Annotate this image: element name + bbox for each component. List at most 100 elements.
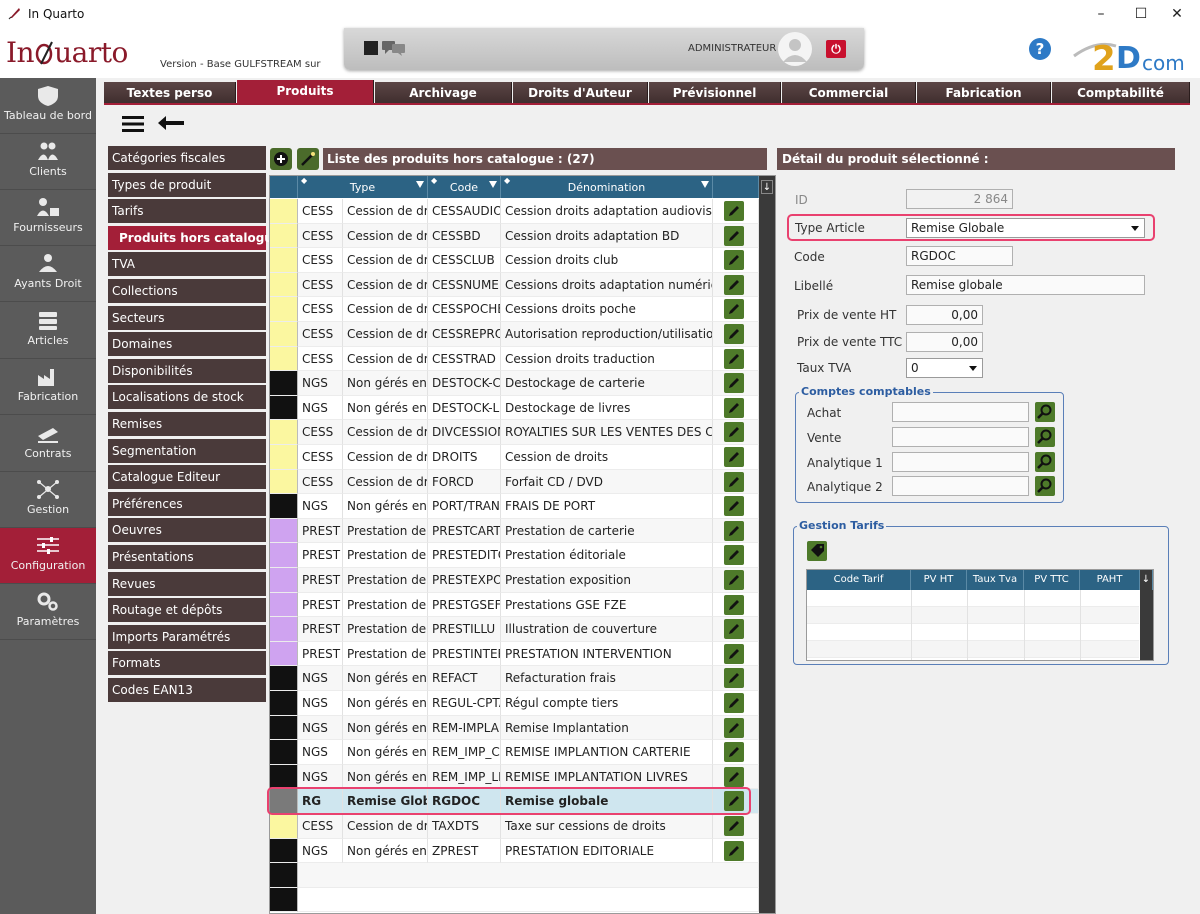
code-field[interactable]: RGDOC xyxy=(906,246,1013,266)
chat-icon[interactable] xyxy=(382,39,406,57)
type-article-select[interactable]: Remise Globale xyxy=(906,218,1145,238)
pv-ht-field[interactable]: 0,00 xyxy=(906,305,983,325)
edit-row-button[interactable] xyxy=(724,348,744,369)
tarif-row[interactable] xyxy=(807,590,1139,607)
taux-tva-header[interactable]: Taux Tva xyxy=(967,570,1024,590)
edit-row-button[interactable] xyxy=(724,397,744,418)
table-row[interactable]: CESS Cession de dro CESSNUMER Cessions droi… xyxy=(270,272,775,298)
sidebar-item-configuration[interactable]: Configuration xyxy=(0,528,96,584)
sidebar-item-ayants-droit[interactable]: Ayants Droit xyxy=(0,246,96,302)
table-row[interactable]: CESS Cession de dro CESSCLUB Cession droits… xyxy=(270,248,775,273)
tab-fabrication[interactable]: Fabrication xyxy=(917,82,1051,104)
user-avatar-icon[interactable] xyxy=(778,32,812,66)
tab-comptabilité[interactable]: Comptabilité xyxy=(1052,82,1190,104)
submenu-item-routage-et-dépôts[interactable]: Routage et dépôts xyxy=(108,598,266,623)
analytique2-search-button[interactable] xyxy=(1035,476,1055,496)
sidebar-item-fabrication[interactable]: Fabrication xyxy=(0,359,96,415)
submenu-item-catalogue-editeur[interactable]: Catalogue Editeur xyxy=(108,465,266,490)
edit-row-button[interactable] xyxy=(724,201,744,221)
edit-row-button[interactable] xyxy=(724,299,744,320)
edit-row-button[interactable] xyxy=(724,717,744,738)
table-row[interactable]: CESS Cession de dro CESSTRAD Cession droits… xyxy=(270,346,775,372)
analytique2-field[interactable] xyxy=(892,476,1029,496)
edit-row-button[interactable] xyxy=(724,570,744,590)
edit-row-button[interactable] xyxy=(724,693,744,713)
edit-row-button[interactable] xyxy=(724,274,744,295)
tab-commercial[interactable]: Commercial xyxy=(782,82,916,104)
edit-row-button[interactable] xyxy=(724,225,744,246)
back-arrow-icon[interactable] xyxy=(156,114,186,134)
submenu-item-remises[interactable]: Remises xyxy=(108,411,266,436)
table-row[interactable]: NGS Non gérés en s REM-IMPLAN Remise Implan… xyxy=(270,715,775,741)
edit-row-button[interactable] xyxy=(724,619,744,640)
edit-row-button[interactable] xyxy=(724,816,744,836)
edit-row-button[interactable] xyxy=(724,766,744,787)
pv-ttc-field[interactable]: 0,00 xyxy=(906,332,983,352)
paht-header[interactable]: PAHT xyxy=(1080,570,1140,590)
help-icon[interactable]: ? xyxy=(1029,38,1051,60)
sidebar-item-paramètres[interactable]: Paramètres xyxy=(0,584,96,640)
submenu-item-oeuvres[interactable]: Oeuvres xyxy=(108,518,266,543)
table-row[interactable]: NGS Non gérés en s REM_IMP_CA REMISE IMPLAN… xyxy=(270,740,775,765)
tarif-row[interactable] xyxy=(807,641,1139,658)
edit-row-button[interactable] xyxy=(724,520,744,541)
grid-scrollbar[interactable]: ↓ xyxy=(759,176,775,913)
edit-row-button[interactable] xyxy=(724,471,744,492)
table-row[interactable]: NGS Non gérés en s PORT/TRANS FRAIS DE PORT xyxy=(270,494,775,519)
edit-row-button[interactable] xyxy=(724,545,744,566)
table-row[interactable]: NGS Non gérés en s REGUL-CPTA Régul compte … xyxy=(270,691,775,716)
sidebar-item-contrats[interactable]: Contrats xyxy=(0,416,96,472)
submenu-item-revues[interactable]: Revues xyxy=(108,571,266,596)
submenu-item-tarifs[interactable]: Tarifs xyxy=(108,199,266,224)
vente-search-button[interactable] xyxy=(1035,427,1055,447)
submenu-item-types-de-produit[interactable]: Types de produit xyxy=(108,172,266,197)
submenu-item-localisations-de-stock[interactable]: Localisations de stock xyxy=(108,385,266,410)
edit-row-button[interactable] xyxy=(724,668,744,689)
edit-row-button[interactable] xyxy=(724,791,744,812)
submenu-item-catégories-fiscales[interactable]: Catégories fiscales xyxy=(108,146,266,170)
submenu-item-imports-paramétrés[interactable]: Imports Paramétrés xyxy=(108,624,266,649)
menu-icon[interactable] xyxy=(122,115,144,133)
filter-icon[interactable] xyxy=(489,181,497,188)
name-column-header[interactable]: ◆ Dénomination xyxy=(501,176,713,198)
submenu-item-tva[interactable]: TVA xyxy=(108,252,266,277)
column-chooser-icon[interactable]: ↓ xyxy=(761,180,773,194)
minimize-button[interactable]: – xyxy=(1097,6,1105,22)
table-row[interactable]: NGS Non gérés en s REFACT Refacturation fra… xyxy=(270,666,775,691)
submenu-item-disponibilités[interactable]: Disponibilités xyxy=(108,358,266,383)
edit-row-button[interactable] xyxy=(724,324,744,344)
tab-textes-perso[interactable]: Textes perso xyxy=(104,82,236,104)
submenu-item-formats[interactable]: Formats xyxy=(108,651,266,676)
tab-archivage[interactable]: Archivage xyxy=(375,82,512,104)
table-row[interactable]: PREST Prestation de s PRESTEXPO Prestation … xyxy=(270,568,775,593)
tab-droits-d-auteur[interactable]: Droits d'Auteur xyxy=(513,82,648,104)
sidebar-item-clients[interactable]: Clients xyxy=(0,134,96,190)
submenu-item-segmentation[interactable]: Segmentation xyxy=(108,438,266,463)
type-column-header[interactable]: ◆ Type xyxy=(298,176,428,198)
maximize-button[interactable]: ☐ xyxy=(1134,6,1148,22)
edit-row-button[interactable] xyxy=(724,447,744,467)
table-row[interactable]: CESS Cession de dro CESSPOCHE Cessions droi… xyxy=(270,297,775,322)
edit-row-button[interactable] xyxy=(724,250,744,271)
tab-produits[interactable]: Produits xyxy=(237,80,374,104)
close-button[interactable]: ✕ xyxy=(1171,6,1183,22)
submenu-item-produits-hors-catalogue[interactable]: Produits hors catalogue xyxy=(108,225,281,250)
table-row[interactable]: PREST Prestation de s PRESTCART Prestation … xyxy=(270,518,775,544)
column-chooser-icon[interactable]: ↓ xyxy=(1140,570,1153,590)
edit-row-button[interactable] xyxy=(724,840,744,861)
analytique1-field[interactable] xyxy=(892,452,1029,472)
table-row[interactable]: PREST Prestation de s PRESTEDITO Prestation… xyxy=(270,543,775,568)
filter-icon[interactable] xyxy=(701,181,709,188)
sidebar-item-gestion[interactable]: Gestion xyxy=(0,472,96,528)
power-icon[interactable]: ⏻ xyxy=(826,40,846,58)
edit-row-button[interactable] xyxy=(724,594,744,615)
tarif-row[interactable] xyxy=(807,607,1139,624)
edit-row-button[interactable] xyxy=(724,496,744,517)
submenu-item-préférences[interactable]: Préférences xyxy=(108,491,266,516)
submenu-item-secteurs[interactable]: Secteurs xyxy=(108,305,266,330)
